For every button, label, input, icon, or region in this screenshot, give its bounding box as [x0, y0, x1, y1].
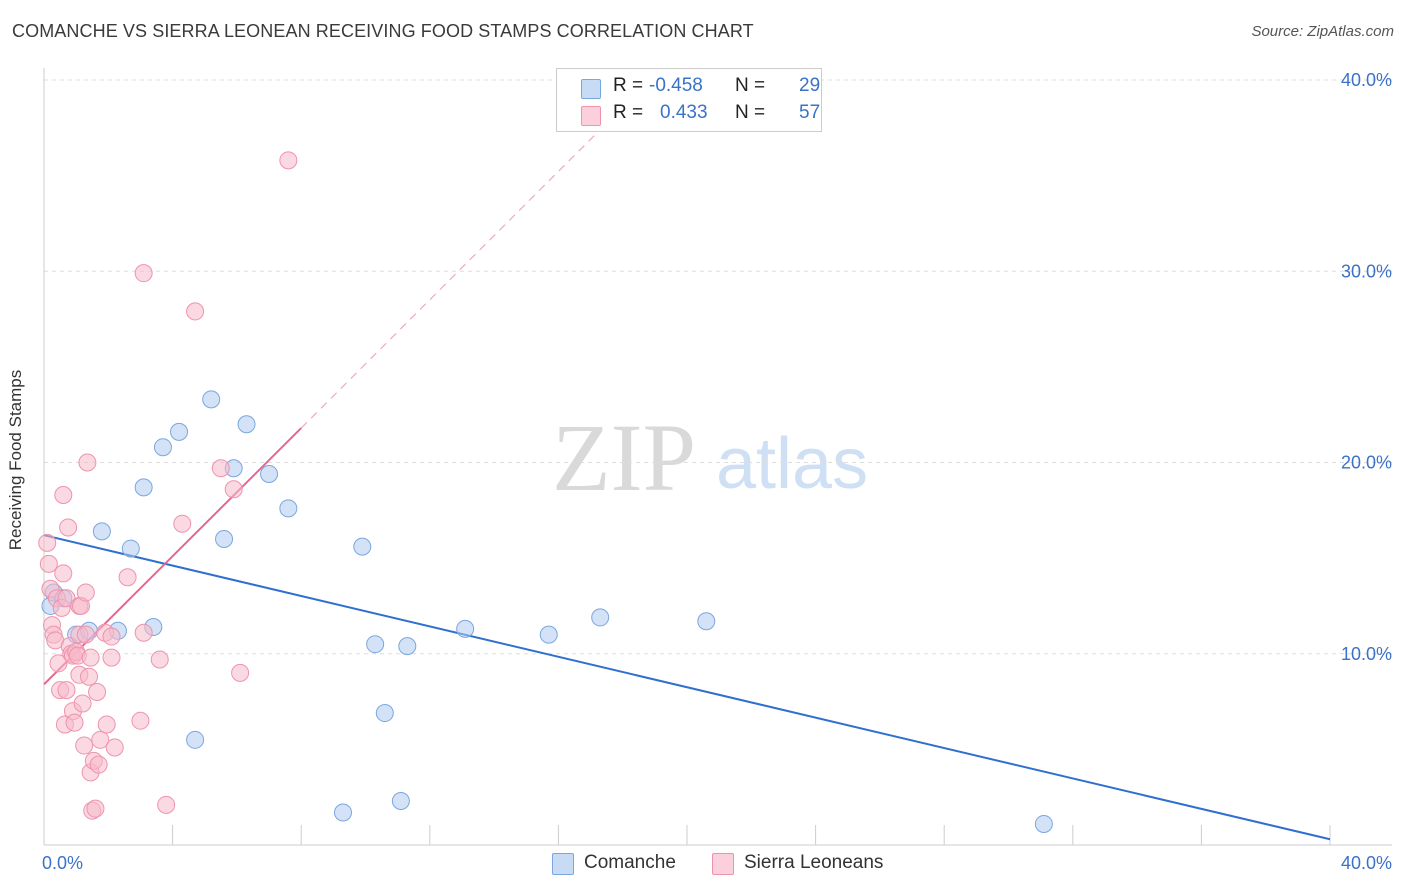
tick-labels: 10.0% 20.0% 30.0% 40.0% 0.0% 40.0%	[42, 70, 1392, 873]
sierra-leoneans-point	[150, 650, 169, 669]
chart-title: COMANCHE VS SIERRA LEONEAN RECEIVING FOO…	[12, 21, 754, 41]
sierra-leoneans-point	[134, 623, 153, 642]
sierra-leoneans-point	[59, 518, 78, 537]
comanche-point	[202, 390, 221, 409]
sierra-leoneans-point	[81, 648, 100, 667]
sierra-leoneans-point	[224, 480, 243, 499]
legend-n-value: 57	[799, 102, 821, 123]
y-tick-label: 10.0%	[1341, 644, 1392, 664]
comanche-point	[366, 635, 385, 654]
comanche-point	[697, 612, 716, 631]
sierra-leoneans-trend-extension	[300, 129, 601, 429]
comanche-point	[92, 522, 111, 541]
sierra-leoneans-point	[134, 264, 153, 283]
legend-r-value: 0.433	[660, 102, 708, 123]
x-tick-label-min: 0.0%	[42, 853, 83, 873]
comanche-label: Comanche	[584, 852, 676, 873]
comanche-point	[539, 625, 558, 644]
comanche-point	[375, 704, 394, 723]
sierra-leoneans-point	[231, 663, 250, 682]
comanche-point	[279, 499, 298, 518]
comanche-point	[215, 530, 234, 548]
correlation-legend: R = -0.458 N = 29 R = 0.433 N = 57	[556, 68, 822, 132]
comanche-point	[153, 438, 172, 457]
comanche-swatch	[552, 853, 574, 875]
sierra-leoneans-point	[65, 713, 84, 732]
sierra-leoneans-point	[86, 799, 105, 818]
sierra-leoneans-point	[57, 681, 76, 700]
sierra-leoneans-point	[80, 667, 99, 686]
sierra-leoneans-point	[102, 648, 121, 667]
legend-n-label: N =	[735, 102, 766, 123]
comanche-point	[186, 730, 205, 749]
data-points	[38, 151, 1053, 833]
sierra-leoneans-point	[105, 738, 124, 757]
comanche-point	[121, 539, 140, 558]
comanche-point	[170, 422, 189, 441]
sierra-leoneans-point	[75, 736, 94, 755]
sierra-leoneans-point	[76, 625, 95, 644]
legend-swatch-sierra-leoneans	[581, 106, 601, 126]
sierra-leoneans-point	[73, 694, 92, 713]
comanche-point	[1034, 814, 1053, 833]
comanche-point	[391, 792, 410, 811]
sierra-leoneans-point	[88, 683, 107, 701]
sierra-leoneans-swatch	[712, 853, 734, 875]
comanche-point	[398, 637, 417, 656]
grid	[44, 79, 1392, 655]
y-tick-label: 30.0%	[1341, 261, 1392, 281]
watermark-atlas: atlas	[716, 424, 868, 504]
legend-swatch-comanche	[581, 79, 601, 99]
comanche-point	[134, 478, 153, 497]
y-tick-label: 20.0%	[1341, 453, 1392, 473]
watermark-zip: ZIP	[552, 404, 696, 511]
sierra-leoneans-point	[102, 627, 121, 646]
sierra-leoneans-point	[54, 486, 73, 505]
sierra-leoneans-point	[76, 583, 95, 602]
y-tick-label: 40.0%	[1341, 70, 1392, 90]
comanche-point	[353, 537, 372, 556]
comanche-point	[591, 608, 610, 627]
legend-r-value: -0.458	[649, 75, 703, 96]
comanche-point	[260, 464, 279, 483]
comanche-point	[456, 619, 475, 638]
legend-r-label: R =	[613, 102, 644, 123]
legend-n-label: N =	[735, 75, 766, 96]
x-tick-label-max: 40.0%	[1341, 853, 1392, 873]
legend-r-label: R =	[613, 75, 644, 96]
watermark: ZIP atlas	[552, 404, 868, 511]
sierra-leoneans-point	[89, 755, 108, 774]
sierra-leoneans-point	[118, 568, 137, 587]
comanche-point	[237, 415, 256, 434]
sierra-leoneans-point	[39, 554, 58, 573]
sierra-leoneans-point	[157, 795, 176, 814]
sierra-leoneans-point	[211, 459, 230, 478]
sierra-leoneans-point	[173, 514, 192, 533]
legend-n-value: 29	[799, 75, 821, 96]
source-label: Source: ZipAtlas.com	[1251, 23, 1394, 40]
sierra-leoneans-point	[279, 151, 298, 170]
comanche-point	[333, 803, 352, 822]
sierra-leoneans-point	[38, 533, 57, 552]
sierra-leoneans-point	[49, 654, 68, 673]
sierra-leoneans-point	[54, 564, 73, 583]
sierra-leoneans-point	[131, 711, 150, 730]
sierra-leoneans-point	[78, 453, 97, 472]
comanche-trend-line	[43, 534, 1331, 841]
sierra-leoneans-point	[91, 730, 110, 749]
sierra-leoneans-point	[97, 715, 116, 734]
sierra-leoneans-point	[186, 302, 205, 321]
axes	[43, 68, 1392, 846]
sierra-leoneans-label: Sierra Leoneans	[744, 852, 884, 873]
